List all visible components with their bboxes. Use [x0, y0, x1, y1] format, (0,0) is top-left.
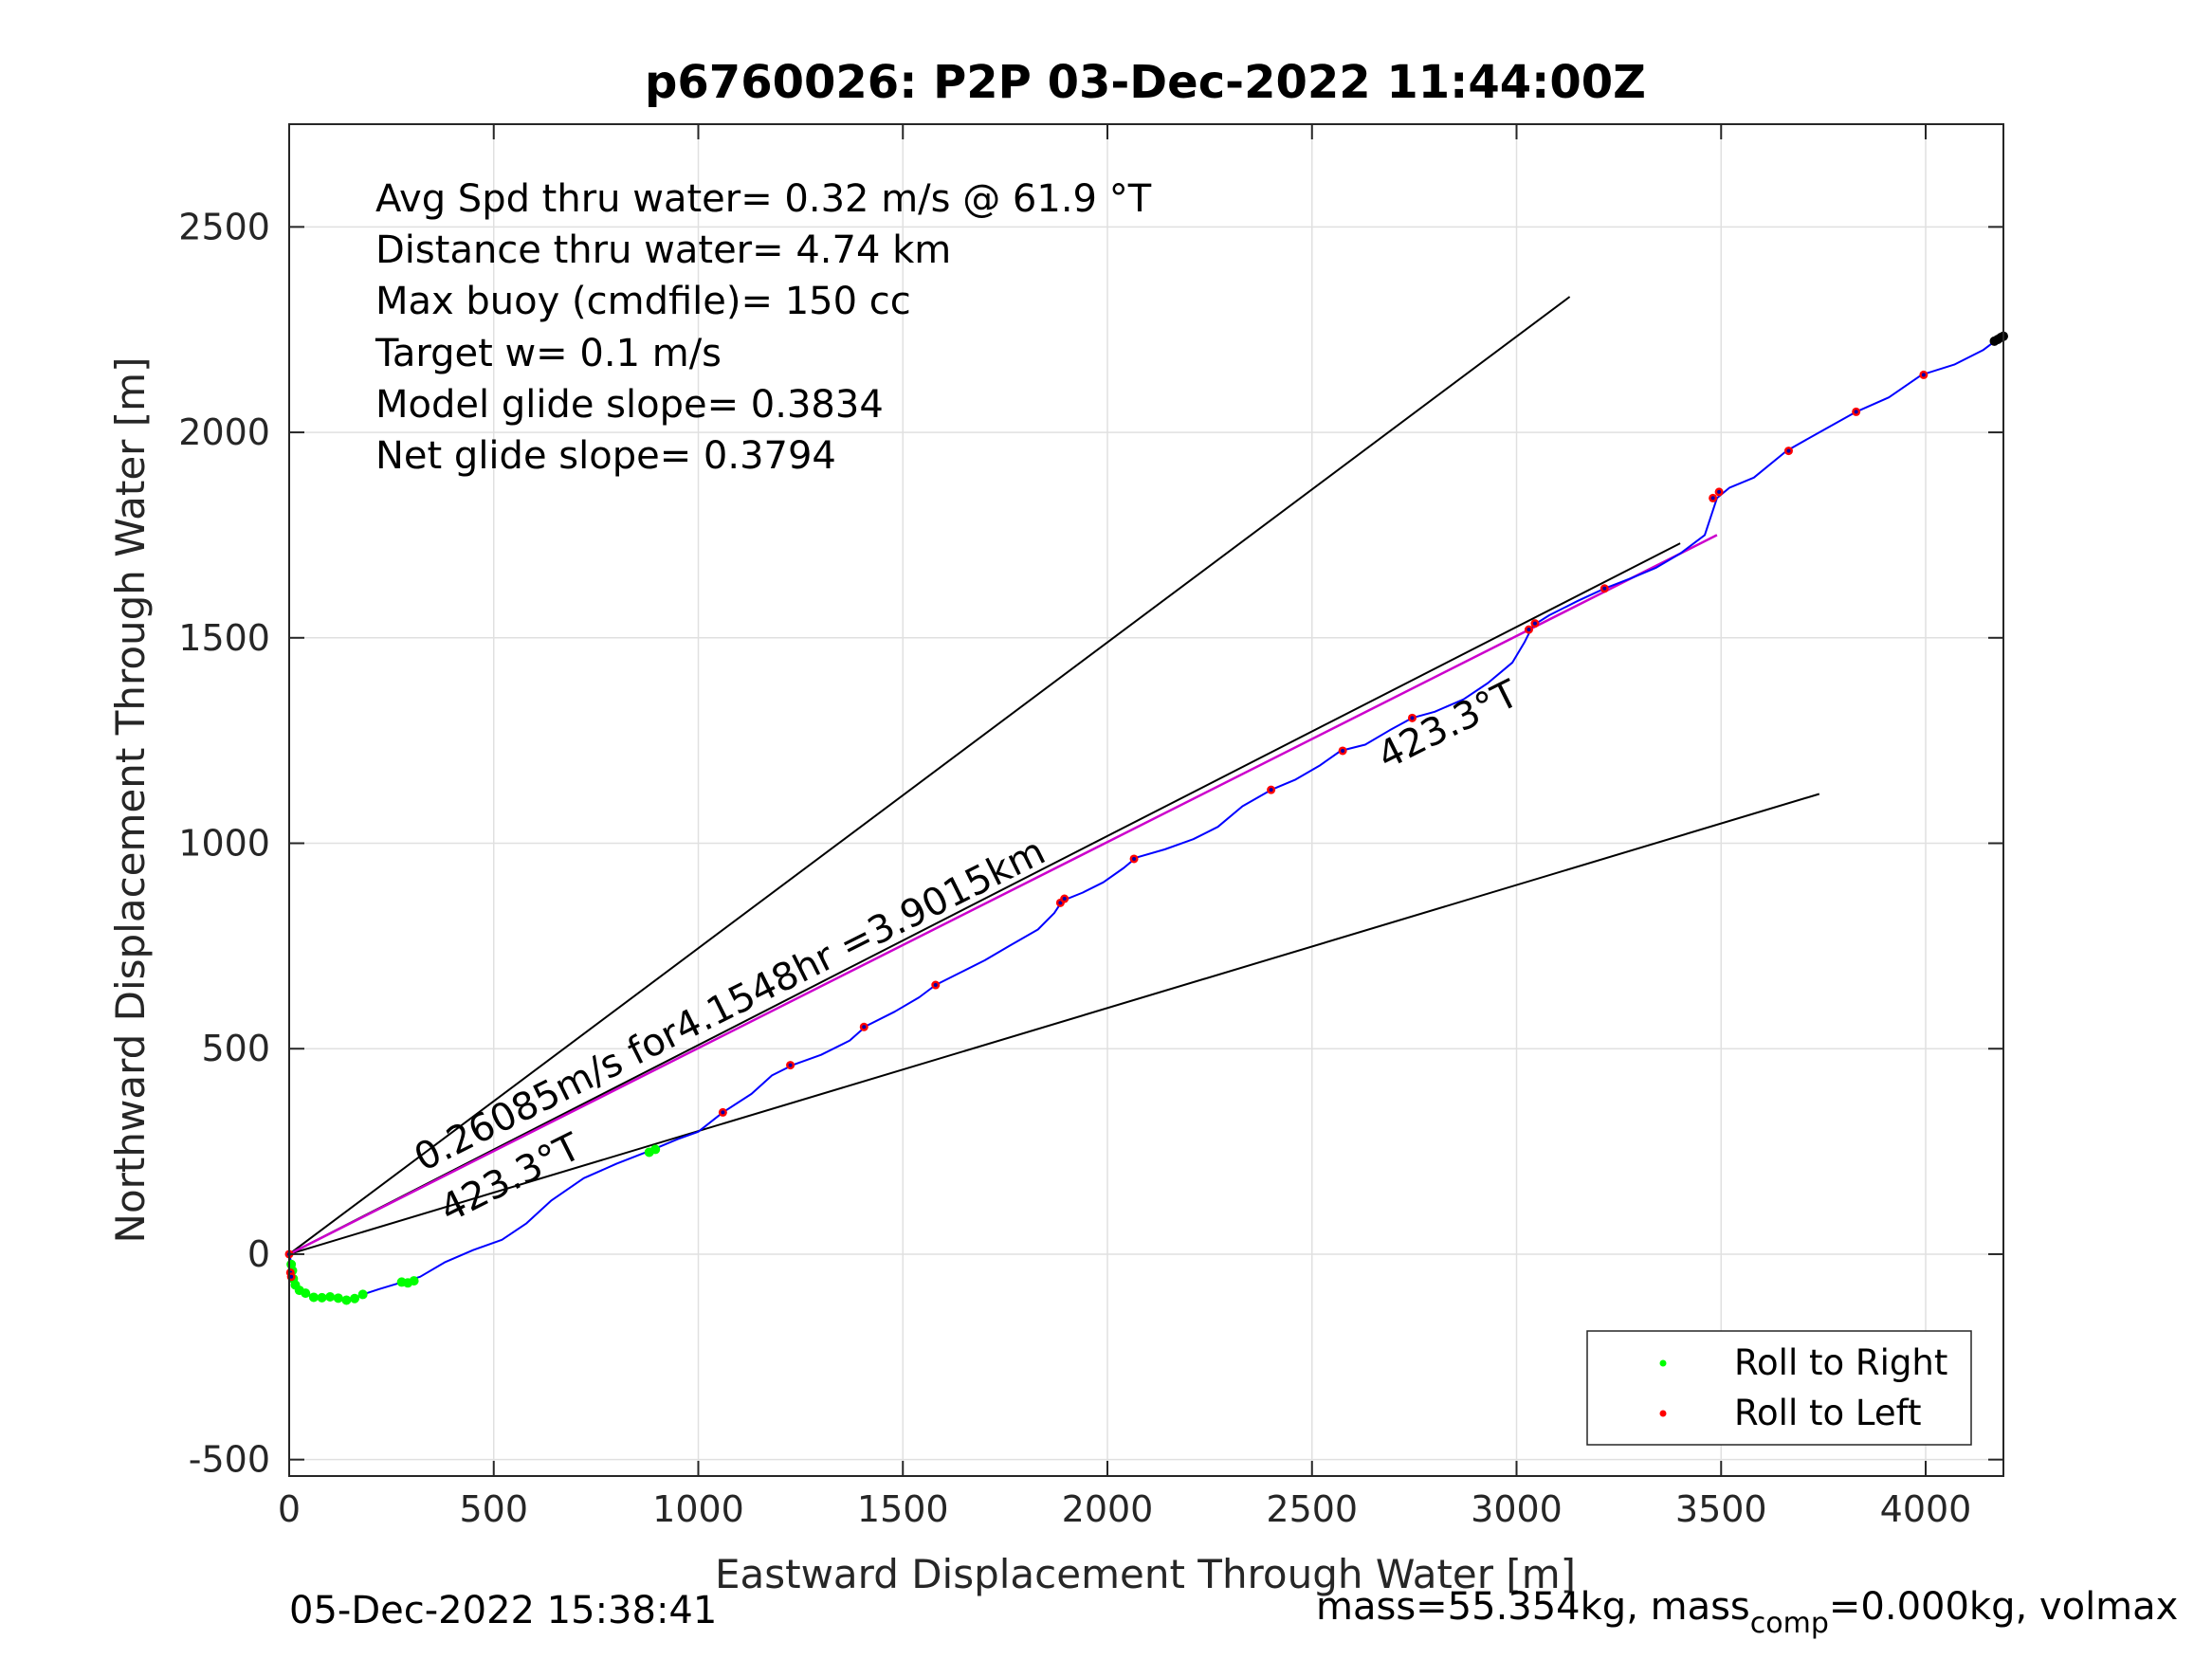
roll-left-point-core	[788, 1063, 793, 1067]
y-tick-labels: -500 0 500 1000 1500 2000 2500	[178, 206, 270, 1480]
y-tick-label: 1000	[178, 823, 270, 865]
roll-right-point	[325, 1292, 336, 1303]
x-tick-label: 4000	[1880, 1488, 1972, 1530]
reference-lower-line	[288, 793, 1820, 1255]
x-tick-label: 1000	[652, 1488, 744, 1530]
legend-label-roll-left: Roll to Left	[1734, 1393, 1922, 1433]
roll-right-point	[333, 1293, 343, 1304]
legend-marker-roll-left	[1659, 1410, 1667, 1417]
roll-left-point-core	[1717, 489, 1722, 494]
info-line: Max buoy (cmdfile)= 150 cc	[375, 280, 911, 323]
roll-left-point-core	[1710, 496, 1715, 501]
info-line: Net glide slope= 0.3794	[375, 434, 836, 478]
y-tick-label: 1500	[178, 617, 270, 659]
legend-box	[1586, 1330, 1972, 1446]
track-layer	[288, 337, 2001, 1302]
y-axis-label: Northward Displacement Through Water [m]	[107, 357, 154, 1244]
footer-timestamp: 05-Dec-2022 15:38:41	[289, 1589, 717, 1632]
y-tick-label: 2000	[178, 411, 270, 453]
x-tick-label: 500	[459, 1488, 528, 1530]
y-tick-label: 2500	[178, 206, 270, 247]
x-tick-label: 1500	[857, 1488, 949, 1530]
x-tick-labels: 0 500 1000 1500 2000 2500 3000 3500 4000	[278, 1488, 1971, 1530]
roll-right-point	[350, 1293, 360, 1304]
reference-mid-line	[288, 542, 1681, 1255]
roll-left-point-core	[862, 1025, 867, 1030]
roll-left-point-core	[1058, 901, 1063, 905]
info-line: Distance thru water= 4.74 km	[375, 228, 951, 272]
roll-left-point-core	[1786, 448, 1791, 453]
chart-title: p6760026: P2P 03-Dec-2022 11:44:00Z	[645, 56, 1646, 109]
grid-lines	[288, 124, 2003, 1476]
info-line: Avg Spd thru water= 0.32 m/s @ 61.9 °T	[375, 177, 1152, 221]
roll-right-point	[357, 1289, 368, 1300]
x-tick-label: 2000	[1062, 1488, 1154, 1530]
roll-right-point	[301, 1288, 311, 1299]
axis-ticks	[288, 124, 2003, 1476]
y-tick-label: 0	[247, 1233, 270, 1275]
x-tick-label: 3000	[1471, 1488, 1563, 1530]
roll-left-point-core	[721, 1110, 725, 1115]
roll-left-point-core	[1269, 788, 1273, 793]
roll-left-point-core	[1854, 410, 1858, 414]
x-tick-label: 2500	[1266, 1488, 1358, 1530]
roll-left-point-core	[289, 1274, 294, 1279]
x-axis-label: Eastward Displacement Through Water [m]	[715, 1551, 1576, 1597]
info-line: Target w= 0.1 m/s	[375, 332, 722, 375]
roll-right-point	[409, 1276, 419, 1286]
reference-lines	[288, 296, 1820, 1255]
roll-right-point	[317, 1292, 327, 1303]
legend: Roll to Right Roll to Left	[1586, 1330, 1972, 1446]
roll-left-point-core	[1062, 897, 1067, 902]
legend-label-roll-right: Roll to Right	[1734, 1342, 1947, 1383]
roll-right-point	[308, 1292, 319, 1303]
roll-left-point-core	[1341, 748, 1345, 753]
roll-left-point-core	[1602, 586, 1607, 591]
roll-left-point-core	[1132, 856, 1137, 861]
roll-right-point	[650, 1144, 661, 1155]
y-tick-label: -500	[189, 1439, 270, 1481]
footer-mass-rest: =0.000kg, volmax	[1829, 1585, 2178, 1629]
fit-line	[288, 534, 1718, 1256]
roll-right-point	[341, 1295, 352, 1305]
info-line: Model glide slope= 0.3834	[375, 383, 884, 427]
reference-upper-line	[288, 296, 1571, 1255]
roll-left-point-core	[1410, 716, 1415, 720]
x-tick-label: 0	[278, 1488, 301, 1530]
x-tick-label: 3500	[1675, 1488, 1767, 1530]
y-tick-label: 500	[201, 1028, 270, 1069]
roll-left-point-core	[1921, 373, 1926, 377]
roll-left-point-core	[1526, 628, 1531, 632]
legend-marker-roll-right	[1659, 1359, 1667, 1367]
roll-left-point-core	[1532, 621, 1537, 626]
footer-mass-info: mass=55.354kg, masscomp=0.000kg, volmax	[1316, 1585, 2178, 1640]
info-text-block: Avg Spd thru water= 0.32 m/s @ 61.9 °T D…	[375, 177, 1152, 478]
plot-frame	[288, 123, 2004, 1477]
track-line	[288, 337, 2001, 1302]
fit-line-layer	[288, 534, 1718, 1256]
roll-left-point-core	[933, 983, 938, 988]
footer-mass-text: mass=55.354kg, mass	[1316, 1585, 1750, 1629]
footer-mass-subscript: comp	[1750, 1607, 1829, 1640]
plot-area	[289, 124, 2003, 1476]
